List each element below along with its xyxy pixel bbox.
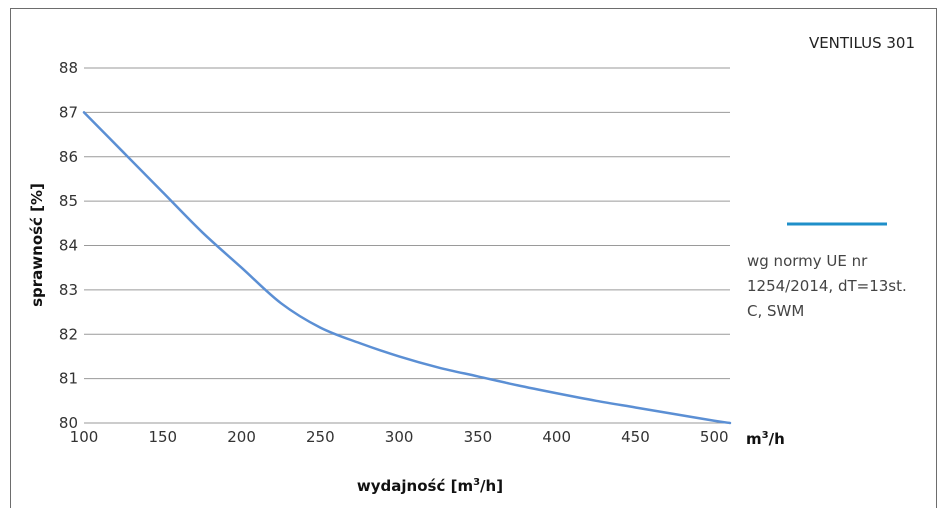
x-tick-100: 100 (70, 428, 99, 446)
y-axis-title: sprawność [%] (28, 183, 46, 307)
x-tick-150: 150 (148, 428, 177, 446)
x-tick-400: 400 (542, 428, 571, 446)
x-axis-title-end: /h] (480, 477, 503, 495)
x-tick-labels: 100 150 200 250 300 350 400 450 500 (70, 428, 729, 446)
x-axis-title-sup: 3 (473, 477, 480, 488)
x-axis-title: wydajność [m3/h] (357, 477, 503, 495)
model-label: VENTILUS 301 (809, 34, 915, 52)
y-tick-83: 83 (59, 281, 78, 299)
x-axis-unit-sup: 3 (762, 430, 769, 441)
y-tick-82: 82 (59, 325, 78, 343)
x-axis-unit-main: m (746, 430, 762, 448)
x-tick-300: 300 (385, 428, 414, 446)
series-line-0 (82, 111, 732, 425)
y-tick-85: 85 (59, 192, 78, 210)
grid-lines (84, 67, 730, 424)
x-axis-unit-end: /h (769, 430, 785, 448)
y-tick-81: 81 (59, 370, 78, 388)
x-tick-250: 250 (306, 428, 335, 446)
y-tick-labels: 80 81 82 83 84 85 86 87 88 (59, 59, 78, 432)
x-tick-450: 450 (621, 428, 650, 446)
x-tick-500: 500 (700, 428, 729, 446)
y-tick-84: 84 (59, 237, 78, 255)
y-tick-80: 80 (59, 414, 78, 432)
x-tick-350: 350 (464, 428, 493, 446)
legend-text-line-3: C, SWM (747, 302, 804, 320)
legend-text-line-2: 1254/2014, dT=13st. (747, 277, 907, 295)
chart-frame (10, 8, 937, 508)
x-tick-200: 200 (227, 428, 256, 446)
x-axis-title-main: wydajność [m (357, 477, 473, 495)
y-tick-88: 88 (59, 59, 78, 77)
x-axis-unit: m3/h (746, 430, 785, 448)
series-layer (82, 111, 732, 425)
y-tick-86: 86 (59, 148, 78, 166)
legend-text-line-1: wg normy UE nr (747, 252, 868, 270)
y-tick-87: 87 (59, 103, 78, 121)
